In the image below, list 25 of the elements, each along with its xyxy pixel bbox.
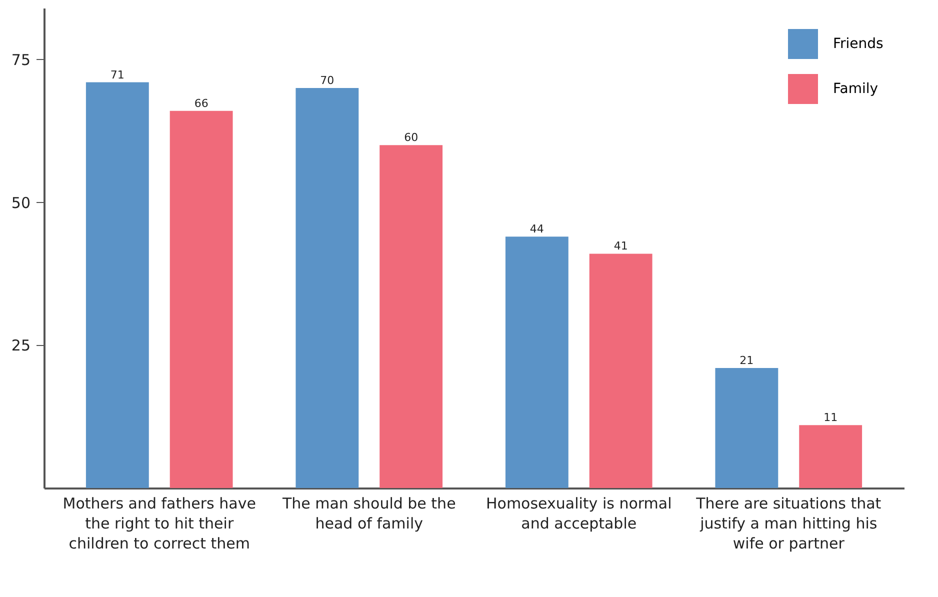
data-label: 71 — [110, 68, 124, 82]
bar — [170, 110, 233, 488]
data-label: 60 — [404, 131, 418, 144]
bar — [380, 145, 443, 488]
x-tick-label: Mothers and fathers have the right to hit their children to correct them — [62, 494, 256, 552]
data-label: 11 — [824, 411, 838, 424]
bar — [799, 425, 862, 488]
data-label: 21 — [740, 354, 754, 367]
legend-label: Friends — [833, 36, 884, 52]
bar — [296, 88, 359, 488]
x-tick-label: The man should be the head of family — [281, 494, 456, 532]
bar — [86, 82, 149, 488]
y-tick-label: 75 — [11, 50, 30, 69]
bar — [715, 368, 778, 488]
y-tick-label: 50 — [11, 194, 30, 212]
bar — [505, 236, 568, 488]
x-tick-label: There are situations that justify a man hitting his wife or partner — [695, 494, 882, 552]
data-label: 66 — [194, 96, 208, 110]
data-label: 41 — [614, 240, 628, 253]
data-label: 70 — [320, 74, 334, 87]
bar — [589, 254, 652, 488]
x-tick-label: Homosexuality is normal and acceptable — [486, 494, 672, 532]
y-tick-label: 25 — [11, 336, 30, 355]
legend-label: Family — [833, 81, 878, 97]
data-label: 44 — [530, 222, 544, 236]
